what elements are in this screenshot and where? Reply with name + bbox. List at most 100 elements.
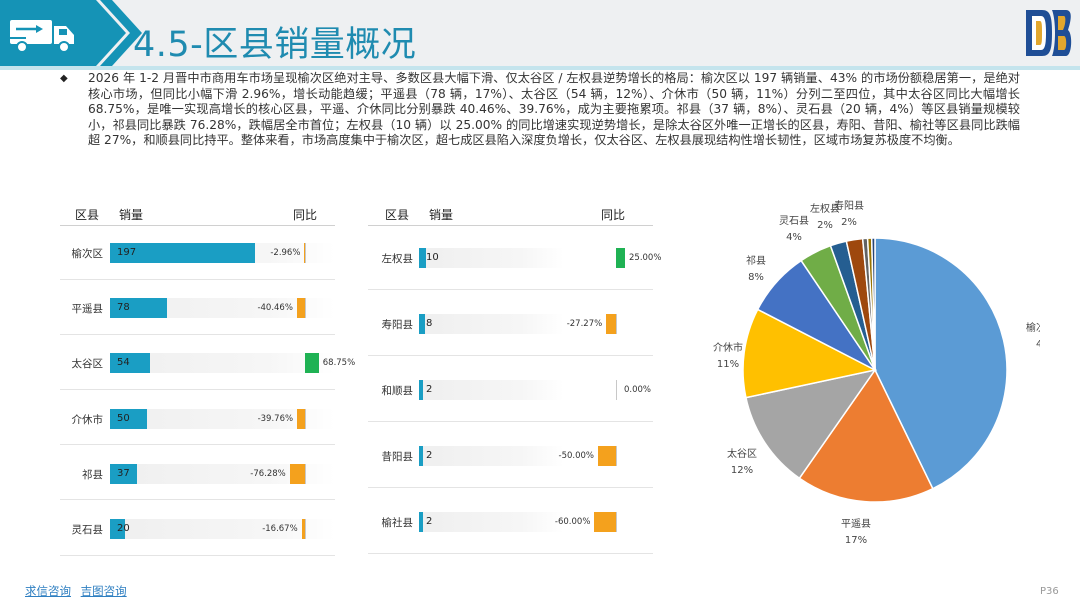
- row-track: [110, 408, 335, 429]
- yoy-bar: [305, 353, 319, 374]
- row-district-label: 寿阳县: [381, 319, 414, 331]
- pie-slice-label: 榆次区: [1026, 321, 1040, 334]
- row-track: [110, 463, 335, 484]
- sales-bar: [110, 243, 255, 263]
- header-divider: [60, 225, 335, 226]
- yoy-zero-axis: [305, 519, 306, 539]
- pie-slice-percent: 11%: [717, 359, 739, 370]
- sales-value-label: 8: [426, 318, 433, 329]
- district-share-pie-chart: 榆次区43%平遥县17%太谷区12%介休市11%祁县8%灵石县4%左权县2%寿阳…: [713, 199, 1040, 546]
- page-number: P36: [1040, 586, 1059, 597]
- row-track: [110, 353, 335, 374]
- yoy-value-label: -2.96%: [270, 248, 301, 258]
- pie-slice: [745, 368, 877, 480]
- column-header-district: 区县: [75, 208, 100, 222]
- column-header-district: 区县: [385, 208, 410, 222]
- yoy-zero-axis: [616, 314, 617, 334]
- sales-bar: [419, 314, 425, 334]
- header-band: [0, 0, 1080, 70]
- footer-link-jitu[interactable]: 吉图咨询: [80, 584, 127, 598]
- column-header-yoy: 同比: [293, 208, 318, 222]
- column-header-sales: 销量: [429, 208, 454, 222]
- pie-slice: [870, 237, 876, 371]
- row-district-label: 介休市: [71, 413, 104, 426]
- row-divider: [368, 553, 653, 554]
- row-district-label: 榆次区: [71, 248, 104, 260]
- sales-bar: [419, 512, 423, 532]
- footer-links: 求信咨询 吉图咨询: [25, 583, 133, 599]
- yoy-bar: [594, 512, 616, 532]
- sales-value-label: 50: [117, 412, 130, 424]
- yoy-value-label: -50.00%: [558, 451, 594, 461]
- yoy-bar: [616, 248, 625, 268]
- intro-text: 2026 年 1-2 月晋中市商用车市场呈现榆次区绝对主导、多数区县大幅下滑、仅…: [88, 71, 1020, 148]
- sales-value-label: 2: [426, 384, 433, 395]
- pie-slice: [874, 237, 1008, 490]
- yoy-zero-axis: [616, 380, 617, 400]
- row-divider: [368, 289, 653, 290]
- pie-slice-label: 寿阳县: [834, 199, 864, 212]
- yoy-bar: [296, 298, 305, 319]
- pie-slice-label: 祁县: [746, 254, 766, 267]
- sales-bar: [419, 248, 427, 268]
- sales-bar: [419, 446, 423, 466]
- row-district-label: 和顺县: [381, 385, 414, 397]
- yoy-bar: [598, 446, 616, 466]
- row-divider: [368, 487, 653, 488]
- sales-bar: [110, 353, 150, 374]
- yoy-zero-axis: [305, 408, 306, 429]
- sales-value-label: 2: [426, 450, 433, 461]
- yoy-value-label: -27.27%: [566, 319, 603, 329]
- pie-slice-percent: 4%: [786, 232, 802, 243]
- yoy-value-label: 25.00%: [629, 253, 662, 263]
- sales-bar: [110, 463, 138, 484]
- row-track: [419, 446, 564, 466]
- page-title: 4.5-区县销量概况: [133, 25, 417, 65]
- pie-slice-label: 左权县: [810, 202, 840, 215]
- pie-slice-percent: 12%: [731, 465, 753, 476]
- truck-icon: [6, 20, 74, 53]
- pie-slice: [798, 368, 934, 503]
- yoy-value-label: -16.67%: [262, 524, 298, 534]
- pie-slice-percent: 43%: [1036, 339, 1040, 350]
- yoy-value-label: -40.46%: [257, 303, 293, 314]
- yoy-value-label: -39.76%: [257, 413, 294, 424]
- yoy-value-label: -76.28%: [250, 468, 286, 479]
- row-divider: [60, 499, 335, 501]
- sales-value-label: 2: [426, 516, 433, 527]
- yoy-zero-axis: [305, 298, 306, 319]
- sales-bar: [110, 298, 168, 319]
- row-district-label: 祁县: [82, 468, 103, 481]
- row-track: [110, 519, 335, 539]
- yoy-bar: [289, 463, 305, 484]
- sales-value-label: 37: [117, 467, 130, 479]
- header-divider: [368, 225, 653, 226]
- sales-value-label: 78: [117, 302, 130, 314]
- row-district-label: 太谷区: [71, 358, 104, 371]
- pie-slice-label: 平遥县: [841, 517, 871, 530]
- row-track: [419, 380, 564, 400]
- row-district-label: 平遥县: [71, 303, 104, 316]
- yoy-value-label: 68.75%: [322, 358, 356, 369]
- yoy-bar: [301, 519, 305, 539]
- pie-slice-percent: 2%: [817, 220, 833, 231]
- footer-link-qiuxin[interactable]: 求信咨询: [25, 584, 71, 598]
- row-track: [419, 512, 564, 532]
- yoy-bar: [304, 243, 305, 263]
- row-divider: [60, 444, 335, 446]
- row-divider: [368, 421, 653, 422]
- intro-paragraph: ◆ 2026 年 1-2 月晋中市商用车市场呈现榆次区绝对主导、多数区县大幅下滑…: [60, 71, 1020, 149]
- row-district-label: 灵石县: [71, 524, 104, 536]
- row-divider: [60, 554, 335, 556]
- sales-value-label: 10: [426, 252, 439, 263]
- pie-slice-percent: 17%: [845, 535, 867, 546]
- row-track: [419, 248, 564, 268]
- brand-logo-icon: [1026, 10, 1072, 56]
- pie-slice-label: 灵石县: [779, 215, 809, 227]
- row-track: [419, 314, 564, 334]
- pie-slice-percent: 2%: [841, 217, 857, 228]
- sales-bar: [110, 408, 147, 429]
- row-district-label: 昔阳县: [381, 451, 414, 463]
- column-header-yoy: 同比: [601, 208, 626, 222]
- yoy-zero-axis: [305, 243, 306, 263]
